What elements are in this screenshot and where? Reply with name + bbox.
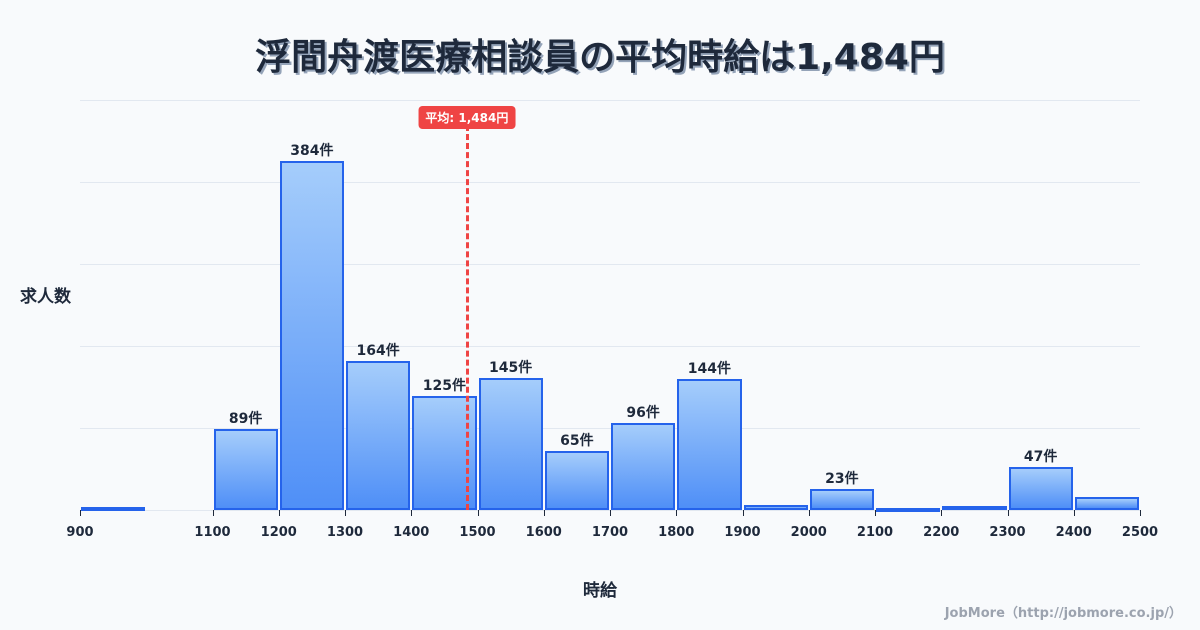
x-tick [477, 510, 479, 516]
x-tick [676, 510, 678, 516]
x-tick-label: 2100 [856, 525, 894, 540]
x-tick [808, 510, 810, 516]
histogram-bar [544, 450, 609, 510]
x-tick [941, 510, 943, 516]
bar-value-label: 65件 [560, 432, 594, 449]
bar-value-label: 23件 [825, 471, 859, 488]
x-tick [1073, 510, 1075, 516]
x-tick-label: 1700 [591, 525, 629, 540]
x-tick [278, 510, 280, 516]
gridline [80, 264, 1140, 265]
histogram-bar [213, 429, 278, 510]
bar-value-label: 145件 [489, 360, 533, 377]
x-tick-label: 2200 [923, 525, 960, 540]
histogram-bar [743, 504, 808, 510]
histogram-bar [611, 422, 676, 510]
histogram-bar [942, 506, 1007, 511]
histogram-bar [279, 160, 344, 510]
x-tick-label: 1600 [525, 525, 562, 540]
x-tick-label: 1500 [459, 525, 496, 540]
x-tick [543, 510, 545, 516]
bar-value-label: 47件 [1023, 449, 1058, 466]
x-tick [1140, 510, 1141, 516]
x-tick-label: 2400 [1055, 525, 1092, 540]
gridline [80, 100, 1140, 101]
x-tick-label: 1200 [260, 525, 297, 540]
average-badge: 平均: 1,484円 [418, 106, 516, 129]
gridline [80, 346, 1140, 347]
x-tick [1007, 510, 1009, 516]
histogram-bar [346, 360, 411, 510]
x-tick [345, 510, 346, 516]
x-tick-label: 1400 [393, 525, 430, 540]
gridline [80, 428, 1140, 429]
bar-value-label: 96件 [626, 404, 660, 421]
histogram-bar [677, 379, 742, 510]
x-tick [610, 510, 611, 516]
y-axis-label: 求人数 [20, 287, 71, 307]
x-tick [212, 510, 214, 516]
x-tick [411, 510, 413, 516]
x-tick-label: 2500 [1121, 525, 1159, 540]
bar-value-label: 144件 [687, 361, 731, 378]
x-tick [875, 510, 876, 516]
credit-text: JobMore（http://jobmore.co.jp/） [944, 606, 1182, 621]
x-tick-label: 2000 [790, 525, 827, 540]
chart-title: 浮間舟渡医療相談員の平均時給は1,484円 [255, 37, 945, 78]
x-tick [742, 510, 744, 516]
x-tick-label: 1900 [724, 525, 761, 540]
histogram-bar [809, 489, 874, 510]
bar-value-label: 384件 [290, 142, 334, 159]
histogram-bar [876, 508, 941, 512]
histogram-bar [412, 396, 477, 510]
x-tick-label: 1800 [658, 525, 695, 540]
x-tick [80, 510, 81, 516]
x-tick-label: 1100 [194, 525, 231, 540]
bar-value-label: 125件 [422, 378, 466, 395]
histogram-bar [1074, 497, 1139, 510]
histogram-bar [1008, 467, 1073, 510]
bar-value-label: 164件 [356, 342, 400, 359]
bar-value-label: 89件 [228, 411, 263, 428]
gridline [80, 182, 1140, 183]
average-line [465, 125, 469, 510]
x-tick-label: 900 [66, 525, 94, 540]
x-tick-label: 1300 [326, 525, 364, 540]
histogram-bar [478, 378, 543, 510]
x-tick-label: 2300 [989, 525, 1026, 540]
histogram-bar [81, 507, 146, 512]
x-axis-label: 時給 [583, 581, 617, 601]
plot-area: 89件 384件 164件 125件 145件 65件 96件 144件 23件 47件 900 1… [66, 100, 1158, 540]
